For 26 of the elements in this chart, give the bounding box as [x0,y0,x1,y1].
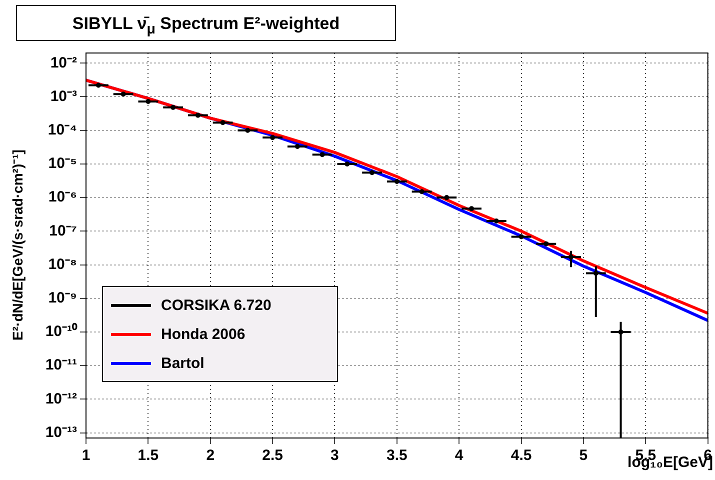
y-tick-label: 10⁻¹³ [45,424,77,441]
x-tick-label: 4.5 [510,447,532,464]
y-tick-label: 10⁻² [50,54,77,72]
x-tick-label: 1 [82,447,90,464]
x-tick-label: 3 [330,447,339,464]
legend-label: Bartol [161,355,204,372]
legend-label: Honda 2006 [161,326,246,343]
y-tick-label: 10⁻¹⁰ [45,322,78,340]
y-axis-title: E²·dN/dE[GeV/(s·srad·cm²)⁻¹] [8,150,26,340]
y-tick-label: 10⁻¹² [45,390,77,408]
y-tick-label: 10⁻³ [50,88,77,105]
x-tick-label: 2 [206,447,215,464]
x-tick-label: 1.5 [138,447,159,464]
y-tick-label: 10⁻⁷ [49,222,77,240]
y-tick-label: 10⁻⁴ [48,121,77,138]
y-tick-label: 10⁻⁸ [48,256,77,273]
y-tick-label: 10⁻⁹ [48,290,77,307]
x-tick-label: 5 [579,447,588,464]
legend-label: CORSIKA 6.720 [161,297,272,314]
x-tick-label: 2.5 [262,447,283,464]
y-tick-label: 10⁻⁶ [48,188,77,206]
y-tick-label: 10⁻⁵ [48,155,77,172]
x-tick-label: 3.5 [386,447,408,464]
x-tick-label: 4 [454,447,464,464]
chart-title: SIBYLL ν̄$_{μ}$ Spectrum E²-weighted [16,5,396,41]
y-tick-label: 10⁻¹¹ [45,356,77,374]
